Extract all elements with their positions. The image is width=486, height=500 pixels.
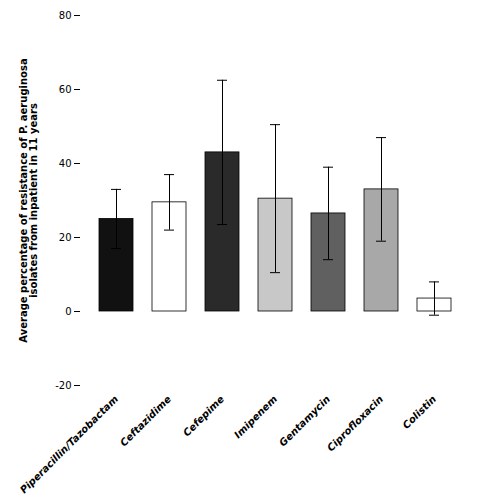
svg-text:Cefepime: Cefepime <box>181 393 226 438</box>
svg-text:80: 80 <box>59 10 72 21</box>
svg-text:Colistin: Colistin <box>400 393 438 431</box>
svg-text:Ceftazidime: Ceftazidime <box>118 393 173 448</box>
svg-text:Imipenem: Imipenem <box>232 393 279 440</box>
svg-text:60: 60 <box>59 84 72 95</box>
svg-text:40: 40 <box>59 158 72 169</box>
svg-text:20: 20 <box>59 232 72 243</box>
svg-text:Piperacillin/Tazobactam: Piperacillin/Tazobactam <box>18 393 120 495</box>
svg-text:0: 0 <box>65 306 71 317</box>
svg-text:-20: -20 <box>55 380 71 391</box>
svg-text:Gentamycin: Gentamycin <box>277 393 332 448</box>
svg-text:Ciprofloxacin: Ciprofloxacin <box>325 393 385 453</box>
svg-text:Average percentage of resistan: Average percentage of resistance of P. a… <box>18 58 39 342</box>
